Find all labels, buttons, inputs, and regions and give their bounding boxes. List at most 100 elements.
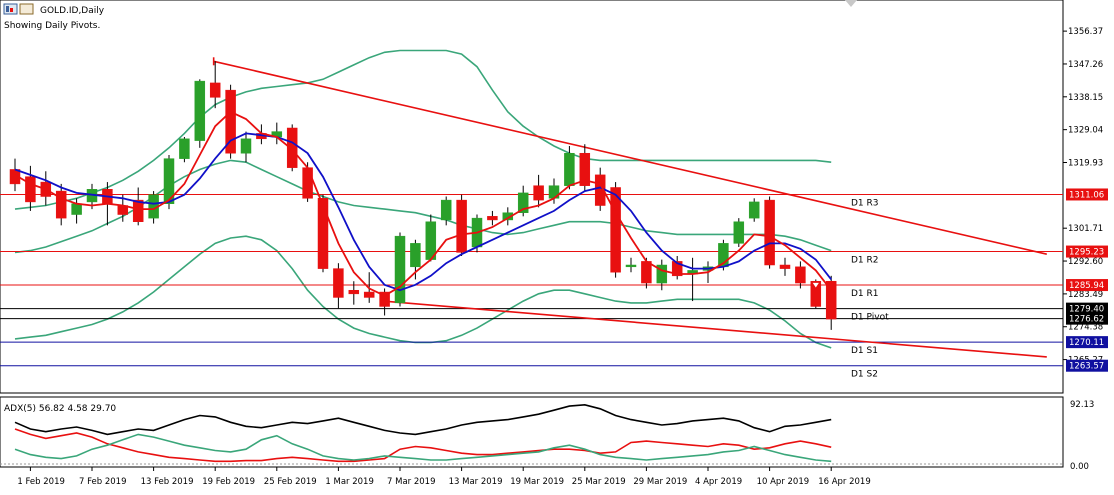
candle-bull <box>179 138 190 159</box>
candle-bear <box>779 264 791 269</box>
minus-di-line <box>14 433 832 463</box>
candle-bull <box>656 264 668 284</box>
candle-bear <box>9 169 21 185</box>
price-tag-label: 1295.23 <box>1069 248 1104 258</box>
adx-line <box>14 403 832 436</box>
time-tick-label: 25 Mar 2019 <box>572 477 626 487</box>
signal-arrow-icon <box>810 281 821 290</box>
time-tick-label: 4 Apr 2019 <box>695 477 742 487</box>
time-tick-label: 25 Feb 2019 <box>264 477 317 487</box>
price-tick-label: 1338.15 <box>1068 93 1103 103</box>
time-tick-label: 7 Feb 2019 <box>79 477 127 487</box>
price-tag-label: 1285.94 <box>1069 281 1104 291</box>
price-tag <box>1066 302 1108 315</box>
time-tick-label: 7 Mar 2019 <box>387 477 435 487</box>
time-tick-label: 16 Apr 2019 <box>818 477 871 487</box>
candle-bull <box>71 203 82 215</box>
candle-bear <box>579 152 591 186</box>
candle-bull <box>733 221 745 244</box>
plus-di-line <box>14 428 832 463</box>
candle-bull <box>517 192 529 213</box>
daily-pivots: D1 R3 D1 R2 D1 R1 D1 Pivot D1 S1 D1 S2 <box>0 193 1063 380</box>
candle-bear <box>533 185 544 201</box>
ma-fast-line <box>14 110 832 297</box>
adx-axis-top: 92.13 <box>1070 400 1094 410</box>
scroll-shift-marker[interactable] <box>845 0 857 7</box>
candle-bear <box>671 261 683 277</box>
candle-bear <box>825 280 837 320</box>
price-tag <box>1066 312 1108 325</box>
candle-bear <box>132 199 144 222</box>
candle-bear <box>487 216 498 221</box>
price-tick-label: 1301.71 <box>1068 224 1103 234</box>
time-tick-label: 19 Feb 2019 <box>202 477 255 487</box>
adx-panel-frame <box>0 396 1064 468</box>
time-tick-label: 13 Feb 2019 <box>141 477 194 487</box>
moving-averages <box>14 110 832 297</box>
candle-bear <box>225 89 236 154</box>
price-tag <box>1066 245 1108 258</box>
candle-bear <box>379 291 390 307</box>
upper-trendline <box>213 60 1047 255</box>
candle-bull <box>502 212 514 221</box>
lower-trendline <box>382 300 1047 358</box>
price-tag-label: 1279.40 <box>1069 305 1104 315</box>
candle-bear <box>286 127 298 168</box>
time-tick-label: 10 Apr 2019 <box>757 477 810 487</box>
candle-bull <box>440 199 452 221</box>
candle-bear <box>317 198 329 269</box>
price-tick-label: 1329.04 <box>1068 126 1103 136</box>
symbol-icon <box>19 3 34 15</box>
pivot-label: D1 R3 <box>851 198 879 208</box>
candle-bear <box>302 167 313 199</box>
chart-header: GOLD.ID,Daily Showing Daily Pivots. <box>3 3 105 31</box>
candle-bull <box>625 264 637 268</box>
candle-bear <box>641 261 652 284</box>
pivot-label: D1 Pivot <box>851 313 889 323</box>
window-icon-bar <box>6 6 9 12</box>
candle-bull <box>564 152 575 186</box>
candle-bull <box>163 158 175 204</box>
candle-bear <box>795 266 806 284</box>
price-tag <box>1066 359 1108 372</box>
pivot-label: D1 R1 <box>851 289 879 299</box>
candle-bull <box>394 235 406 304</box>
candle-bear <box>456 199 467 253</box>
pivot-label: D1 S2 <box>851 370 878 380</box>
candle-bear <box>333 268 344 298</box>
price-tick-label: 1347.26 <box>1068 60 1103 70</box>
time-tick-label: 1 Feb 2019 <box>17 477 65 487</box>
time-tick-label: 13 Mar 2019 <box>449 477 503 487</box>
time-axis: 1 Feb 2019 7 Feb 2019 13 Feb 2019 19 Feb 20… <box>17 467 871 487</box>
candle-bear <box>363 291 375 298</box>
time-tick-label: 19 Mar 2019 <box>510 477 564 487</box>
time-tick-label: 1 Mar 2019 <box>325 477 373 487</box>
price-tick-label: 1274.38 <box>1068 323 1103 333</box>
price-axis: 1356.37 1347.26 1338.15 1329.04 1319.93 1301.… <box>1063 27 1103 366</box>
adx-axis-bottom: 0.00 <box>1070 462 1089 472</box>
adx-indicator <box>0 403 1063 465</box>
candle-bear <box>810 280 822 307</box>
price-tag <box>1066 279 1108 292</box>
price-tick-label: 1319.93 <box>1068 159 1103 169</box>
chart-title: GOLD.ID,Daily <box>40 6 105 16</box>
time-tick-label: 29 Mar 2019 <box>633 477 687 487</box>
candle-bear <box>348 289 360 295</box>
candle-bear <box>610 187 621 273</box>
window-icon-bar <box>10 8 13 12</box>
candle-bear <box>764 199 775 266</box>
pivot-label: D1 R2 <box>851 256 879 266</box>
price-tick-label: 1356.37 <box>1068 27 1103 37</box>
candle-bull <box>240 138 252 154</box>
price-tick-label: 1292.60 <box>1068 257 1103 267</box>
ma-slow-line <box>14 132 832 292</box>
candle-bull <box>748 201 760 219</box>
candle-bear <box>55 190 67 219</box>
bollinger-upper-line <box>14 49 832 210</box>
price-tag-label: 1263.57 <box>1069 362 1104 372</box>
price-tick-label: 1283.49 <box>1068 290 1103 300</box>
price-tag-label: 1311.06 <box>1069 190 1104 200</box>
adx-label: ADX(5) 56.82 4.58 29.70 <box>4 404 116 414</box>
